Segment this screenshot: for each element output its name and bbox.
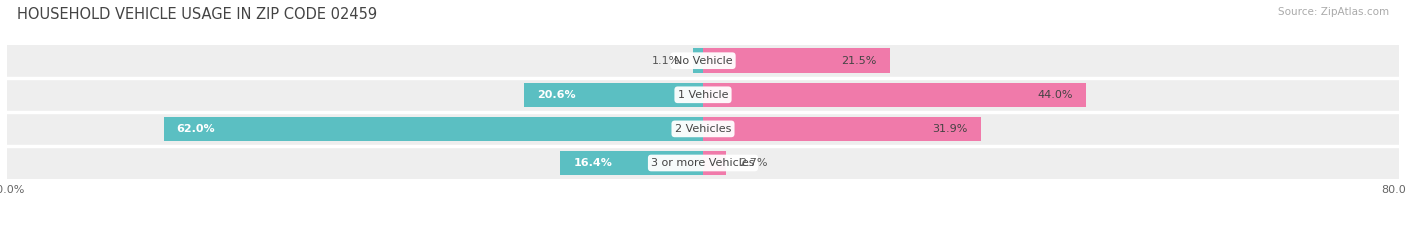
Bar xyxy=(7,113,1399,145)
Text: 44.0%: 44.0% xyxy=(1038,90,1073,100)
Bar xyxy=(703,151,727,175)
Text: 21.5%: 21.5% xyxy=(842,56,877,66)
Bar xyxy=(7,79,1399,111)
Text: 3 or more Vehicles: 3 or more Vehicles xyxy=(651,158,755,168)
Bar xyxy=(7,45,1399,77)
Text: 2.7%: 2.7% xyxy=(740,158,768,168)
Bar xyxy=(703,116,980,141)
Text: 20.6%: 20.6% xyxy=(537,90,575,100)
Legend: Owner-occupied, Renter-occupied: Owner-occupied, Renter-occupied xyxy=(588,230,818,233)
Bar xyxy=(524,82,703,107)
Text: Source: ZipAtlas.com: Source: ZipAtlas.com xyxy=(1278,7,1389,17)
Bar xyxy=(703,82,1085,107)
Text: 62.0%: 62.0% xyxy=(177,124,215,134)
Bar xyxy=(561,151,703,175)
Text: No Vehicle: No Vehicle xyxy=(673,56,733,66)
Text: 1 Vehicle: 1 Vehicle xyxy=(678,90,728,100)
Text: HOUSEHOLD VEHICLE USAGE IN ZIP CODE 02459: HOUSEHOLD VEHICLE USAGE IN ZIP CODE 0245… xyxy=(17,7,377,22)
Bar xyxy=(7,147,1399,179)
Bar xyxy=(163,116,703,141)
Text: 2 Vehicles: 2 Vehicles xyxy=(675,124,731,134)
Text: 16.4%: 16.4% xyxy=(574,158,612,168)
Text: 1.1%: 1.1% xyxy=(652,56,681,66)
Bar xyxy=(703,48,890,73)
Text: 31.9%: 31.9% xyxy=(932,124,967,134)
Bar xyxy=(693,48,703,73)
